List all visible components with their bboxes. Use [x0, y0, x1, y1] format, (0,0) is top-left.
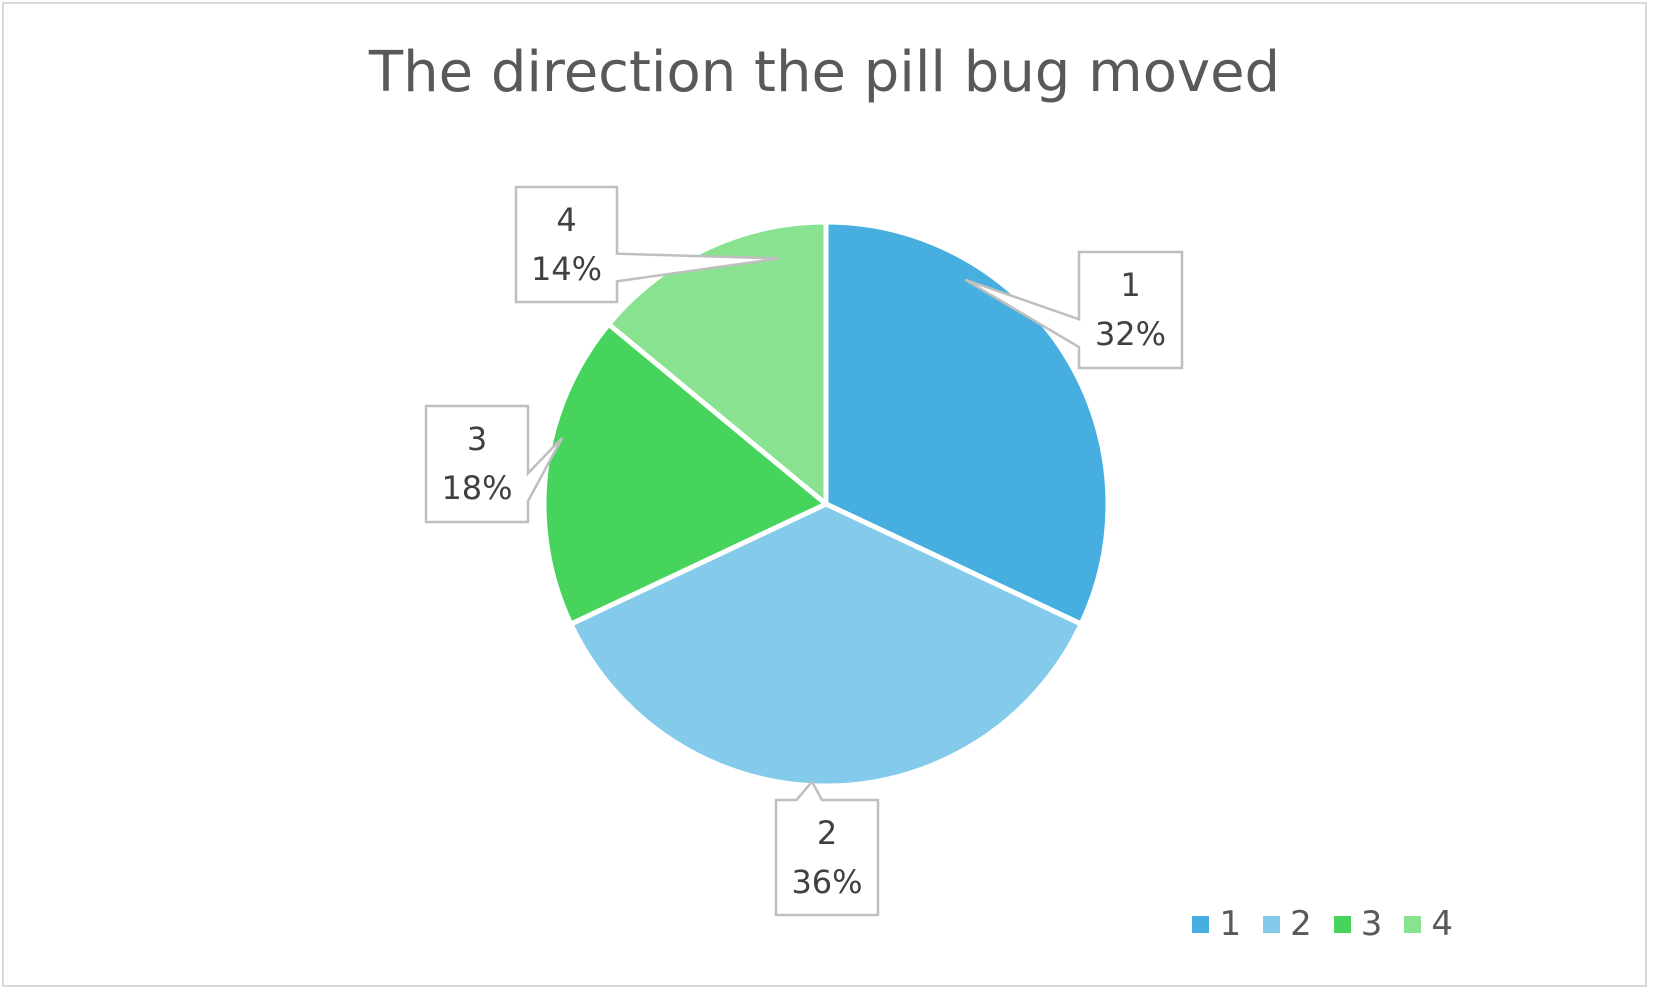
- data-label-callout-4: [514, 185, 780, 304]
- legend-label-3: 3: [1360, 904, 1383, 944]
- chart-legend: 1 2 3 4: [1192, 904, 1453, 944]
- data-label-category-3: 3: [467, 420, 487, 458]
- pie-slice-4: [606, 219, 829, 507]
- legend-swatch-1: [1192, 915, 1210, 933]
- data-label-category-4: 4: [556, 201, 576, 239]
- data-label-percent-1: 32%: [1095, 315, 1166, 353]
- data-label-percent-4: 14%: [531, 250, 602, 288]
- pie-slice-2: [568, 501, 1084, 789]
- chart-title: The direction the pill bug moved: [368, 40, 1281, 105]
- legend-item-1: 1: [1192, 904, 1241, 944]
- legend-swatch-3: [1333, 915, 1351, 933]
- legend-item-2: 2: [1263, 904, 1312, 944]
- data-label-callout-3: [424, 404, 564, 524]
- legend-label-2: 2: [1290, 904, 1312, 944]
- data-label-callout-1: [964, 250, 1184, 370]
- data-label-callout-2: [774, 779, 880, 917]
- legend-item-4: 4: [1404, 904, 1453, 944]
- legend-swatch-2: [1263, 915, 1281, 933]
- legend-label-1: 1: [1219, 904, 1242, 944]
- pie-slices: [541, 219, 1111, 789]
- data-labels: 1 32% 2 36% 3 18% 4 14%: [424, 185, 1184, 917]
- legend-swatch-4: [1404, 915, 1422, 933]
- data-label-category-2: 2: [817, 814, 837, 852]
- data-label-percent-3: 18%: [441, 469, 512, 507]
- data-label-percent-2: 36%: [791, 863, 862, 901]
- legend-label-4: 4: [1431, 904, 1453, 944]
- legend-item-3: 3: [1333, 904, 1383, 944]
- data-label-category-1: 1: [1120, 266, 1140, 304]
